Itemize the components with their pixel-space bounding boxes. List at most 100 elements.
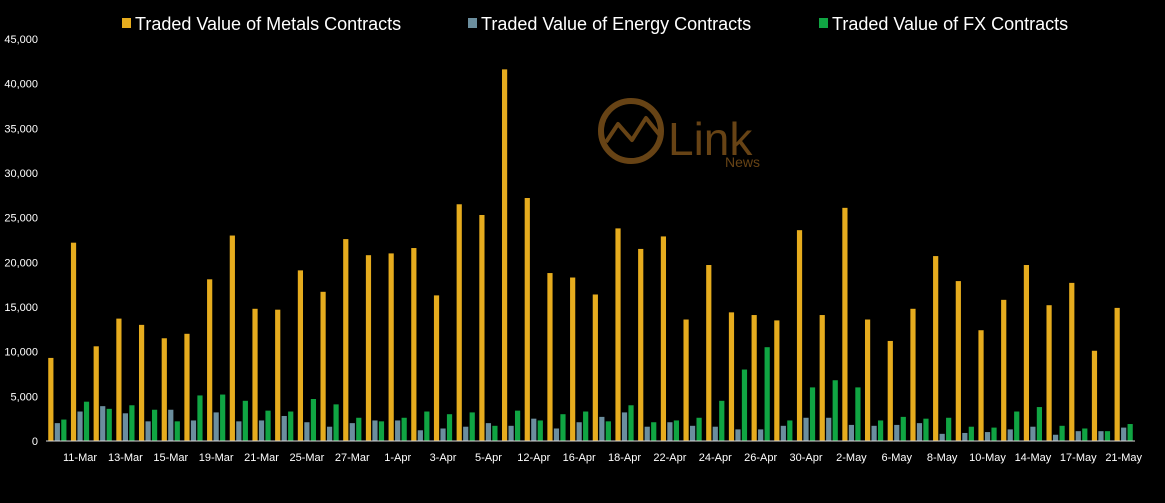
bar-fx [991, 427, 997, 441]
logo-chart-line-icon [604, 116, 664, 144]
bar-energy [1098, 431, 1104, 441]
bar-fx [923, 418, 929, 441]
x-tick-label: 5-Apr [475, 452, 502, 464]
y-tick-label: 0 [32, 436, 38, 448]
logo-ring-icon [598, 98, 664, 164]
bar-energy [689, 425, 696, 441]
bar-fx [719, 400, 725, 441]
bar-fx [151, 409, 158, 441]
bar-fx [469, 412, 475, 441]
bar-energy [100, 406, 106, 441]
bar-metals [660, 236, 667, 441]
bar-metals [774, 320, 780, 441]
bar-energy [758, 429, 764, 441]
x-tick-label: 14-May [1015, 452, 1052, 464]
bar-fx [401, 417, 407, 441]
bar-metals [524, 198, 530, 441]
bar-energy [553, 428, 560, 441]
bar-fx [288, 411, 294, 441]
bar-metals [229, 235, 235, 441]
bar-fx [61, 419, 67, 441]
bars [48, 69, 1133, 442]
bar-energy [77, 411, 83, 441]
bar-energy [621, 412, 628, 441]
y-tick-label: 25,000 [4, 213, 38, 225]
y-tick-label: 35,000 [4, 123, 38, 135]
bar-metals [887, 340, 893, 441]
bar-metals [70, 242, 77, 441]
bar-fx [900, 416, 906, 441]
y-tick-label: 10,000 [4, 347, 38, 359]
bar-fx [106, 408, 112, 441]
bar-metals [1023, 265, 1030, 441]
bar-metals [751, 315, 757, 441]
bar-energy [803, 417, 809, 441]
bar-metals [570, 277, 576, 441]
bar-metals [93, 346, 99, 441]
bar-energy [1075, 431, 1081, 441]
bar-metals [683, 319, 689, 441]
bar-fx [537, 420, 543, 441]
legend-swatch-energy [468, 18, 477, 28]
x-tick-label: 26-Apr [744, 452, 777, 464]
bar-energy [1030, 426, 1036, 441]
bar-fx [583, 411, 589, 441]
bar-fx [446, 414, 453, 441]
bar-energy [962, 432, 968, 441]
bar-energy [984, 432, 991, 441]
bar-fx [1127, 424, 1133, 441]
x-tick-label: 25-Mar [289, 452, 324, 464]
bar-metals [706, 265, 712, 441]
bar-fx [605, 421, 611, 441]
x-tick-label: 16-Apr [563, 452, 596, 464]
bar-fx [1036, 407, 1043, 441]
y-tick-label: 20,000 [4, 257, 38, 269]
legend-swatch-fx [819, 18, 828, 28]
bar-metals [365, 255, 372, 441]
bar-energy [871, 425, 877, 441]
bar-fx [220, 394, 226, 441]
bar-metals [819, 315, 825, 441]
bar-metals [320, 291, 326, 441]
bar-energy [54, 423, 60, 441]
watermark-logo: Link News [598, 98, 760, 170]
bar-metals [275, 309, 281, 441]
bar-energy [576, 422, 582, 441]
bar-energy [667, 422, 673, 441]
bar-energy [1121, 427, 1127, 441]
bar-energy [644, 426, 650, 441]
bar-fx [1082, 428, 1088, 441]
x-tick-label: 18-Apr [608, 452, 641, 464]
y-tick-label: 5,000 [10, 391, 38, 403]
bar-metals [1114, 307, 1120, 441]
bar-fx [424, 411, 430, 441]
y-tick-label: 15,000 [4, 302, 38, 314]
bar-metals [1046, 305, 1052, 441]
bar-metals [1069, 282, 1075, 441]
bar-energy [485, 423, 492, 441]
bar-fx [651, 422, 657, 441]
bar-fx [174, 421, 180, 441]
bar-energy [508, 425, 514, 441]
bar-metals [955, 281, 961, 441]
y-axis: 0 5,000 10,000 15,000 20,000 25,000 30,000 35,0… [4, 34, 38, 448]
bar-energy [122, 413, 129, 441]
bar-energy [1052, 434, 1059, 441]
y-tick-label: 40,000 [4, 79, 38, 91]
bar-metals [116, 318, 122, 441]
bar-fx [628, 405, 634, 441]
bar-energy [145, 421, 151, 441]
bar-energy [281, 415, 287, 441]
x-tick-label: 15-Mar [153, 452, 188, 464]
bar-metals [161, 338, 167, 441]
bar-fx [673, 420, 680, 441]
bar-metals [501, 69, 508, 442]
x-tick-label: 17-May [1060, 452, 1097, 464]
bar-metals [978, 330, 984, 441]
bar-metals [796, 230, 803, 441]
bar-fx [492, 425, 498, 441]
bar-metals [1001, 299, 1007, 441]
bar-energy [599, 416, 605, 441]
bar-metals [1091, 350, 1098, 441]
